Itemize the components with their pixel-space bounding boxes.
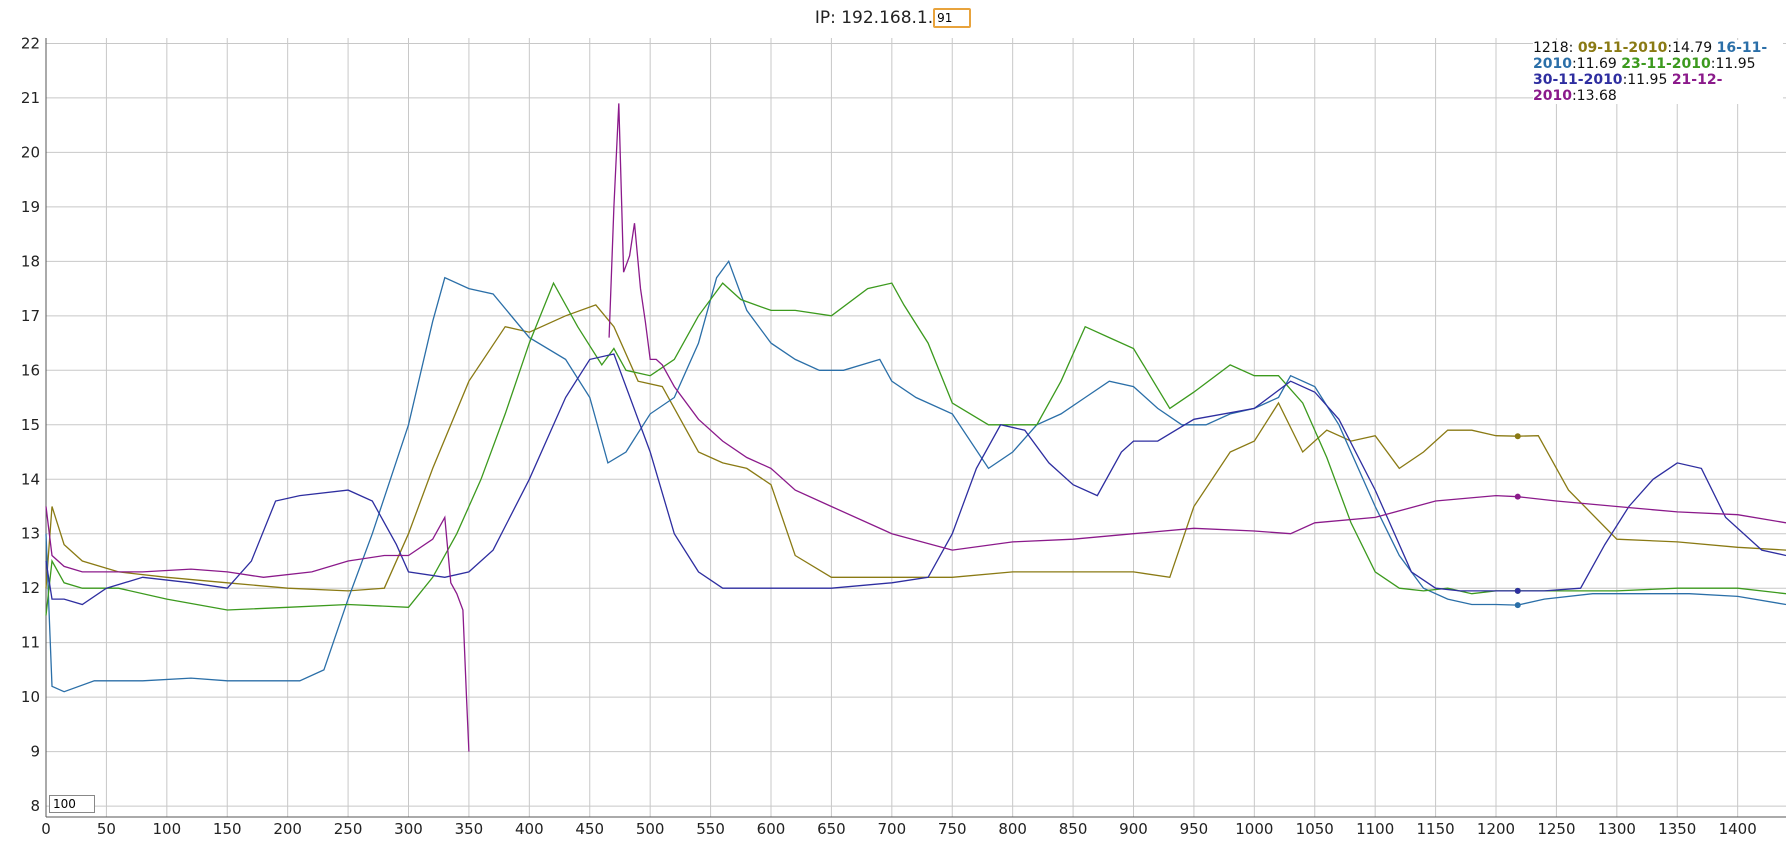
legend: 1218: 09-11-2010:14.79 16-11-2010:11.69 … — [1533, 40, 1783, 104]
x-tick-label: 0 — [41, 820, 51, 838]
legend-date: 30-11-2010 — [1533, 72, 1623, 88]
x-tick-label: 600 — [757, 820, 786, 838]
y-tick-label: 15 — [21, 416, 40, 434]
x-tick-label: 1300 — [1598, 820, 1636, 838]
legend-value: :11.69 — [1571, 56, 1617, 72]
y-tick-label: 22 — [21, 34, 40, 52]
y-tick-label: 19 — [21, 198, 40, 216]
legend-value: :14.79 — [1667, 40, 1713, 56]
series-lines[interactable] — [45, 103, 1786, 752]
y-tick-label: 17 — [21, 307, 40, 325]
legend-value: :13.68 — [1571, 88, 1617, 104]
y-tick-label: 20 — [21, 143, 40, 161]
x-tick-label: 850 — [1059, 820, 1088, 838]
y-tick-label: 9 — [30, 743, 40, 761]
x-tick-label: 1400 — [1719, 820, 1757, 838]
x-tick-label: 550 — [696, 820, 725, 838]
series-line[interactable] — [608, 103, 1786, 551]
series-line[interactable] — [45, 281, 1786, 616]
x-tick-label: 450 — [575, 820, 604, 838]
legend-date: 16-11-2010 — [1533, 40, 1768, 72]
x-tick-label: 900 — [1119, 820, 1148, 838]
x-tick-label: 150 — [213, 820, 242, 838]
x-tick-label: 1150 — [1416, 820, 1454, 838]
series-line[interactable] — [45, 506, 470, 752]
x-tick-label: 200 — [273, 820, 302, 838]
x-tick-label: 650 — [817, 820, 846, 838]
y-tick-label: 21 — [21, 89, 40, 107]
y-tick-label: 18 — [21, 252, 40, 270]
series-line[interactable] — [45, 304, 1786, 592]
x-tick-label: 950 — [1180, 820, 1209, 838]
x-tick-label: 1050 — [1296, 820, 1334, 838]
y-tick-label: 11 — [21, 634, 40, 652]
y-tick-label: 8 — [30, 797, 40, 815]
y-tick-label: 13 — [21, 525, 40, 543]
x-tick-label: 500 — [636, 820, 665, 838]
legend-date: 09-11-2010 — [1577, 40, 1668, 56]
x-tick-label: 100 — [153, 820, 182, 838]
y-tick-label: 14 — [21, 470, 40, 488]
ip-octet-input[interactable] — [933, 8, 972, 28]
x-tick-label: 1350 — [1658, 820, 1696, 838]
x-tick-label: 400 — [515, 820, 544, 838]
x-tick-label: 300 — [394, 820, 423, 838]
y-tick-label: 12 — [21, 579, 40, 597]
x-tick-label: 750 — [938, 820, 967, 838]
x-tick-label: 1100 — [1356, 820, 1394, 838]
legend-value: :11.95 — [1710, 56, 1756, 72]
x-tick-label: 1000 — [1235, 820, 1273, 838]
x-tick-label: 1250 — [1537, 820, 1575, 838]
axes — [45, 38, 1786, 818]
x-tick-label: 350 — [455, 820, 484, 838]
ip-label: IP: 192.168.1. — [814, 8, 934, 28]
window-size-input[interactable] — [49, 795, 95, 813]
x-tick-label: 800 — [998, 820, 1027, 838]
cursor-marker — [1514, 433, 1521, 440]
tick-labels: 0 50 100 150 200 250 300 350 400 450 500 550 600 650 7… — [21, 34, 1757, 838]
y-tick-label: 10 — [21, 688, 40, 706]
series-line[interactable] — [45, 259, 1786, 693]
x-tick-label: 50 — [97, 820, 116, 838]
legend-prefix: 1218: — [1533, 40, 1574, 56]
cursor-marker — [1514, 602, 1521, 609]
legend-date: 21-12-2010 — [1533, 72, 1723, 104]
ip-selector: IP: 192.168.1. — [0, 8, 1786, 28]
legend-value: :11.95 — [1622, 72, 1668, 88]
x-tick-label: 1200 — [1477, 820, 1515, 838]
legend-date: 23-11-2010 — [1621, 56, 1711, 72]
x-tick-label: 250 — [334, 820, 363, 838]
cursor-marker — [1514, 587, 1521, 594]
x-tick-label: 700 — [878, 820, 907, 838]
y-tick-label: 16 — [21, 361, 40, 379]
cursor-markers — [1514, 433, 1521, 609]
grid — [45, 38, 1786, 817]
cursor-marker — [1514, 493, 1521, 500]
